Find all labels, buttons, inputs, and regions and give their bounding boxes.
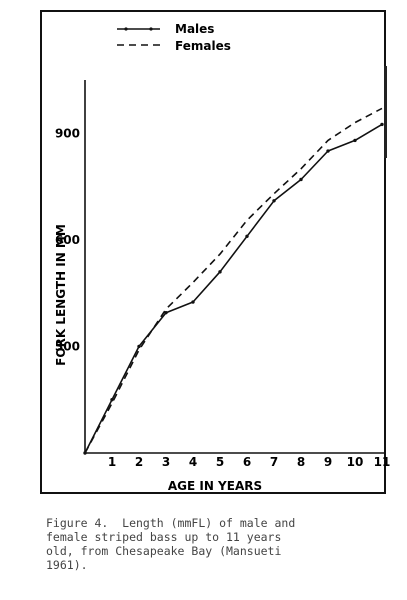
x-tick-label: 1 (108, 455, 116, 469)
data-point-males (353, 138, 357, 143)
data-point-males (326, 149, 330, 153)
legend-item-females: Females (117, 39, 231, 53)
data-point-males (191, 300, 195, 304)
x-tick-label: 2 (135, 455, 143, 469)
legend-label-females: Females (175, 39, 231, 53)
y-tick-label: 300 (55, 339, 80, 353)
x-tick-labels: 1 2 3 4 5 6 7 8 9 10 11 (108, 455, 391, 469)
x-tick-label: 6 (243, 455, 251, 469)
y-tick-label: 600 (55, 233, 80, 247)
data-point-males (245, 234, 249, 239)
scan-edge-shadow (384, 66, 387, 158)
data-point-males (110, 398, 114, 402)
x-tick-label: 7 (270, 455, 278, 469)
x-tick-label: 11 (374, 455, 391, 469)
figure-caption: Figure 4. Length (mmFL) of male and fema… (46, 516, 296, 572)
data-point-males (380, 122, 384, 127)
data-point-males (272, 199, 276, 203)
series-layer (83, 107, 384, 455)
series-line-females (84, 107, 383, 454)
data-point-males (299, 177, 303, 182)
data-point-males (218, 270, 222, 274)
legend-swatch-marker (149, 27, 153, 31)
x-axis-title: AGE IN YEARS (168, 479, 262, 493)
x-tick-label: 4 (189, 455, 197, 469)
legend-label-males: Males (175, 22, 214, 36)
x-tick-label: 5 (216, 455, 224, 469)
data-point-males (137, 344, 141, 349)
x-tick-label: 3 (162, 455, 170, 469)
y-tick-labels: 300 600 900 (55, 126, 80, 353)
figure-frame (40, 10, 386, 494)
legend-item-males: Males (117, 22, 214, 36)
legend-swatch-marker (124, 27, 128, 31)
y-tick-label: 900 (55, 126, 80, 140)
x-tick-label: 10 (347, 455, 364, 469)
series-line-males (84, 123, 383, 454)
x-tick-label: 9 (324, 455, 332, 469)
y-axis-title: FORK LENGTH IN MM (54, 224, 68, 366)
legend: Males Females (117, 22, 231, 53)
x-tick-label: 8 (297, 455, 305, 469)
